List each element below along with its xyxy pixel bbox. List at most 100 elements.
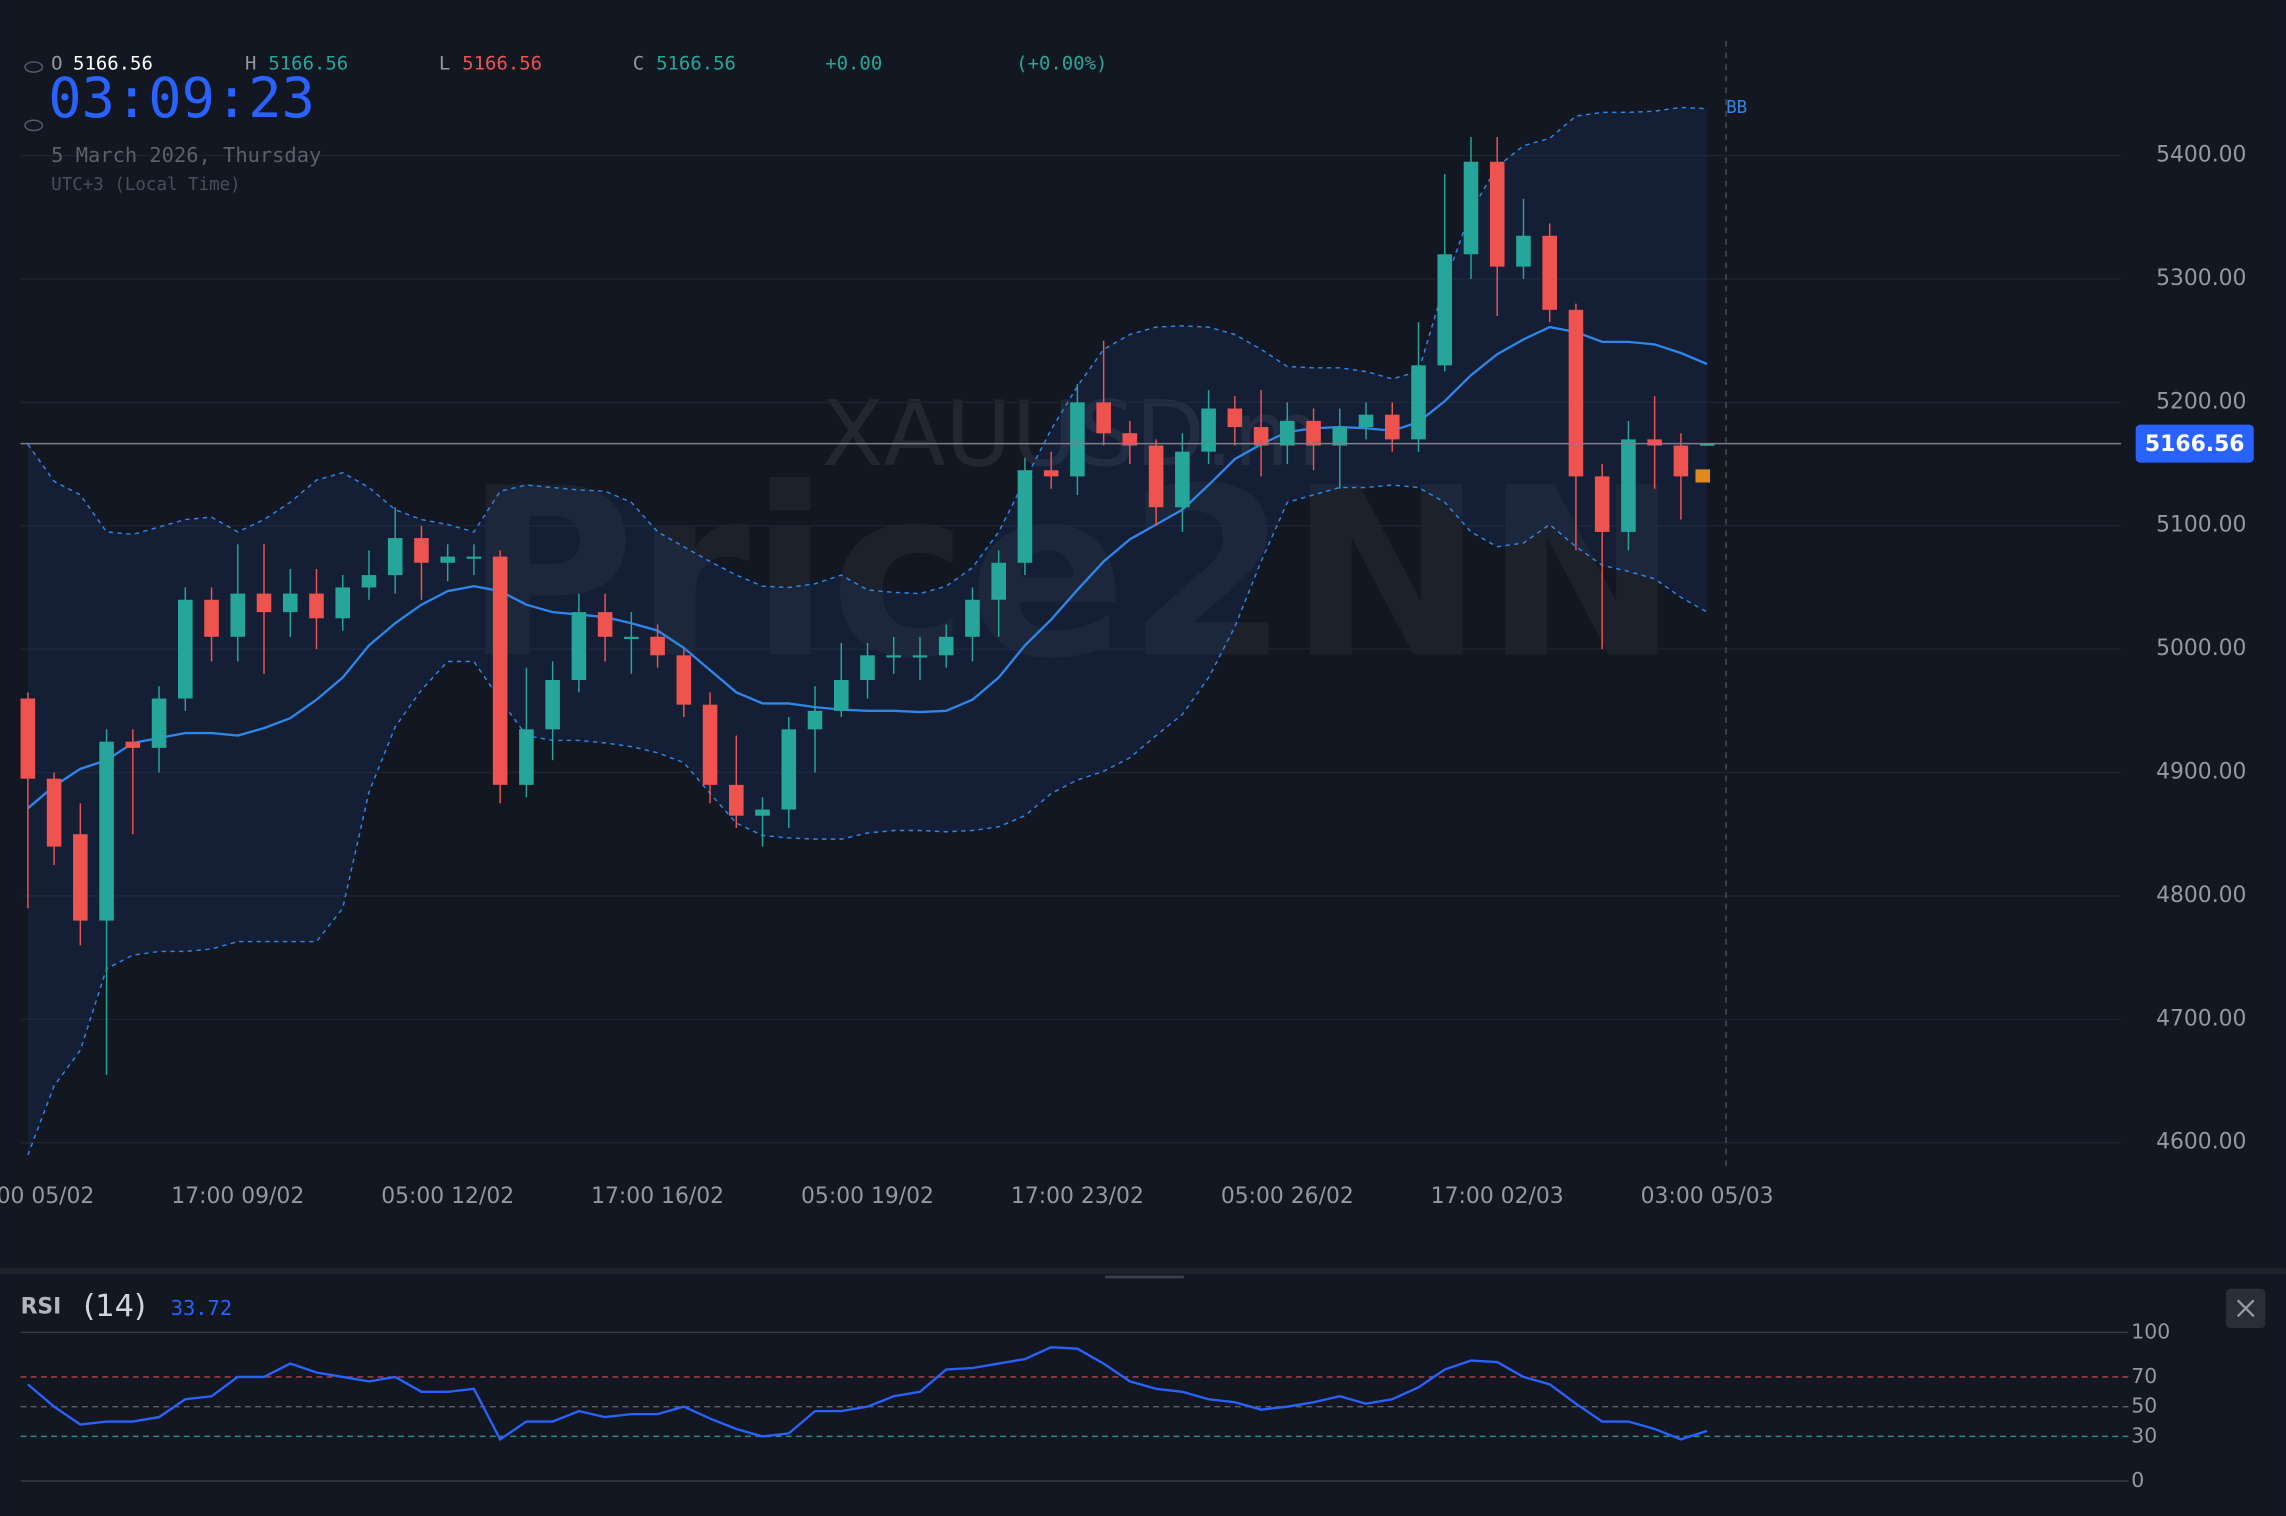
rsi-period: (14) [83, 1289, 146, 1324]
candle-body [282, 593, 298, 613]
low-label: L [439, 53, 450, 75]
close-button[interactable] [2226, 1288, 2266, 1328]
timezone: UTC+3 (Local Time) [51, 175, 240, 195]
candle-body [125, 741, 141, 748]
candle-body [1358, 414, 1374, 428]
candle-body [1332, 427, 1348, 446]
y-tick-label: 5300.00 [2156, 266, 2246, 291]
change: +0.00 [825, 53, 882, 75]
eye-icon[interactable] [24, 61, 44, 73]
candle-body [1253, 427, 1269, 446]
candle-body [1437, 254, 1453, 366]
candle-body [965, 599, 980, 637]
candle-body [492, 556, 508, 785]
candle-body [624, 636, 639, 639]
candle-body [1516, 235, 1531, 267]
candle-body [1673, 445, 1689, 477]
last-price-label: 5166.56 [2145, 432, 2245, 457]
candle-body [650, 636, 665, 656]
y-tick-label: 5100.00 [2156, 513, 2246, 538]
candle-body [1306, 420, 1321, 446]
eye-icon[interactable] [24, 119, 44, 132]
y-tick-label: 4800.00 [2156, 883, 2246, 908]
candle-body [1070, 402, 1085, 477]
pane-separator[interactable] [0, 1268, 2286, 1275]
open-value: 5166.56 [73, 53, 153, 75]
bb-lower [27, 484, 1708, 1156]
rsi-line [27, 1346, 1708, 1442]
y-tick-label: 4600.00 [2156, 1130, 2246, 1155]
candle-body [46, 778, 62, 847]
candle-body [807, 710, 823, 730]
axes: 4600.00 4700.00 4800.00 4900.00 5000.00 5100.… [0, 98, 2254, 1209]
candle-body [1096, 402, 1111, 434]
candle-body [151, 698, 167, 748]
y-tick-label: 5400.00 [2156, 143, 2246, 168]
x-tick-label: 03:00 05/03 [1641, 1184, 1774, 1209]
last-price-tag [2135, 424, 2254, 463]
x-tick-label: 17:00 16/02 [591, 1184, 724, 1209]
candle-body [1542, 235, 1557, 310]
candle-body [833, 679, 849, 711]
y-tick-label: 4700.00 [2156, 1006, 2246, 1031]
candle-body [676, 655, 692, 705]
candle-body [702, 704, 718, 785]
candle-body [178, 599, 193, 699]
candle-body [781, 729, 797, 810]
candle-body [414, 538, 429, 563]
plot-area [20, 106, 2122, 1156]
candle-body [1017, 470, 1033, 563]
candle-body [204, 599, 219, 637]
rsi-pane: RSI (14) 33.72 0 30 50 70 100 [20, 1288, 2266, 1492]
candle-body [1201, 408, 1216, 452]
rsi-tick-label: 30 [2131, 1423, 2157, 1447]
high-value: 5166.56 [268, 53, 348, 75]
high-label: H [245, 53, 256, 75]
candle-body [387, 538, 403, 576]
candle-body [466, 556, 482, 559]
candle-body [912, 655, 928, 658]
candle-body [755, 809, 770, 816]
candle-body [991, 562, 1006, 600]
rsi-name: RSI [21, 1295, 62, 1320]
candle-body [20, 698, 36, 779]
candle-body [597, 612, 613, 637]
candle-body [1489, 161, 1505, 267]
low-value: 5166.56 [462, 53, 542, 75]
candle-body [361, 575, 377, 588]
candle-body [230, 593, 246, 637]
rsi-value: 33.72 [171, 1296, 232, 1320]
x-tick-label: 17:00 09/02 [171, 1184, 304, 1209]
candle-body [1227, 408, 1243, 428]
rsi-tick-label: 100 [2131, 1319, 2170, 1343]
close-label: C [633, 53, 644, 75]
candle-body [1621, 439, 1636, 532]
candle-body [1122, 433, 1138, 446]
candle-body [886, 655, 902, 658]
candle-body [1175, 451, 1190, 508]
candle-body [1384, 414, 1400, 440]
candle-body [1411, 365, 1426, 440]
candle-body [256, 593, 272, 613]
bb-label: BB [1726, 98, 1747, 118]
candle-body [729, 784, 744, 816]
grid [20, 154, 2122, 1144]
candle-body [1463, 161, 1479, 255]
close-icon[interactable] [2236, 1299, 2255, 1318]
candle-body [1043, 470, 1059, 477]
y-tick-label: 4900.00 [2156, 760, 2246, 785]
candle-body [440, 556, 455, 563]
candle-body [1148, 445, 1164, 508]
y-tick-label: 5200.00 [2156, 389, 2246, 414]
bb-fill [27, 107, 1708, 1156]
date: 5 March 2026, Thursday [51, 143, 321, 167]
candle-body [938, 636, 954, 656]
candle-body [73, 834, 88, 921]
x-tick-label: 17:00 23/02 [1011, 1184, 1144, 1209]
clock: 03:09:23 [48, 67, 315, 131]
order-marker [1695, 469, 1711, 483]
candle-body [335, 587, 351, 619]
y-tick-label: 5000.00 [2156, 636, 2246, 661]
rsi-tick-label: 0 [2131, 1468, 2144, 1492]
